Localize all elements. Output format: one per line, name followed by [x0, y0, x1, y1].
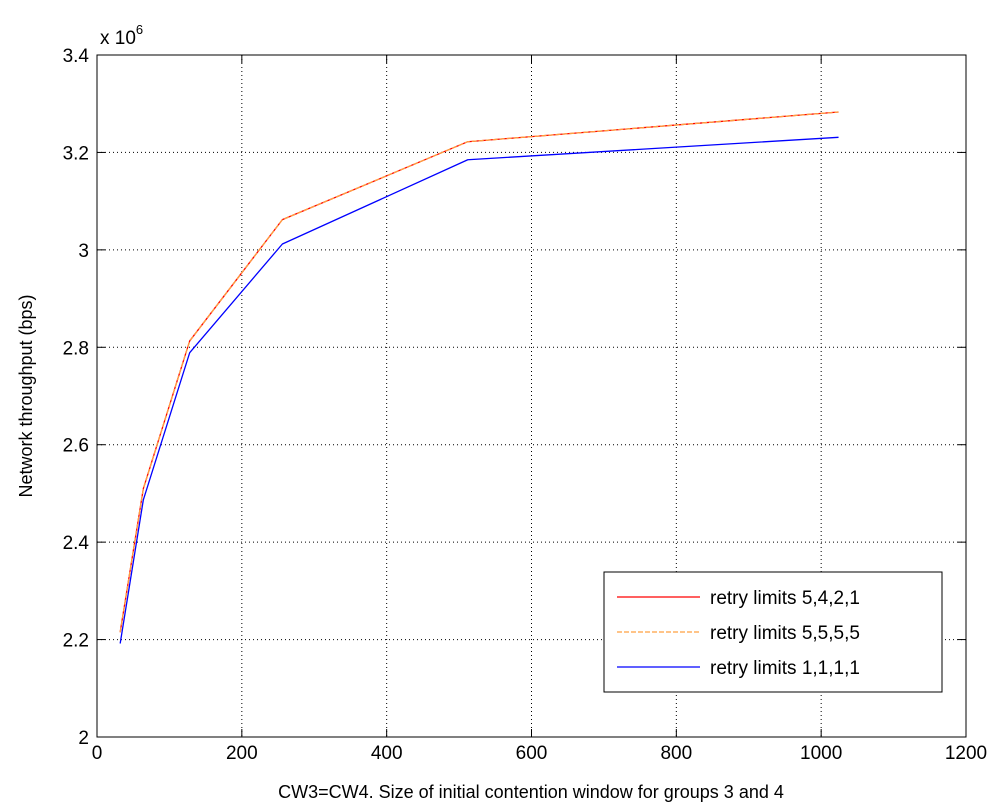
legend: retry limits 5,4,2,1 retry limits 5,5,5,5… — [603, 571, 943, 693]
series-line-1 — [119, 111, 839, 633]
legend-label: retry limits 5,4,2,1 — [710, 588, 860, 609]
x-axis-label: CW3=CW4. Size of initial contention wind… — [278, 782, 784, 802]
legend-label: retry limits 5,5,5,5 — [710, 623, 860, 644]
y-tick-label: 3 — [78, 241, 89, 262]
x-tick-label: 0 — [92, 743, 103, 764]
x-tick-label: 400 — [371, 743, 403, 764]
y-tick-label: 2.4 — [63, 533, 90, 554]
series-lines — [119, 111, 839, 644]
x-tick-label: 1200 — [945, 743, 987, 764]
y-tick-label: 2.2 — [63, 631, 89, 652]
y-multiplier: x 106 — [100, 22, 143, 49]
y-tick-label: 3.4 — [63, 46, 90, 67]
axis-ticks: 0 200 400 600 800 1000 1200 2 2.2 2.4 2.6 2.8 3 3.2 3.… — [63, 46, 988, 764]
legend-label: retry limits 1,1,1,1 — [710, 658, 860, 679]
x-tick-label: 800 — [660, 743, 692, 764]
series-line-2 — [119, 111, 839, 633]
y-tick-label: 2 — [78, 728, 89, 749]
y-tick-label: 2.6 — [63, 436, 89, 457]
x-tick-label: 1000 — [800, 743, 842, 764]
series-line-3 — [119, 136, 839, 644]
x-tick-label: 600 — [516, 743, 548, 764]
y-axis-label: Network throughput (bps) — [16, 294, 36, 497]
y-tick-label: 2.8 — [63, 338, 89, 359]
x-tick-label: 200 — [226, 743, 258, 764]
y-tick-label: 3.2 — [63, 143, 89, 164]
